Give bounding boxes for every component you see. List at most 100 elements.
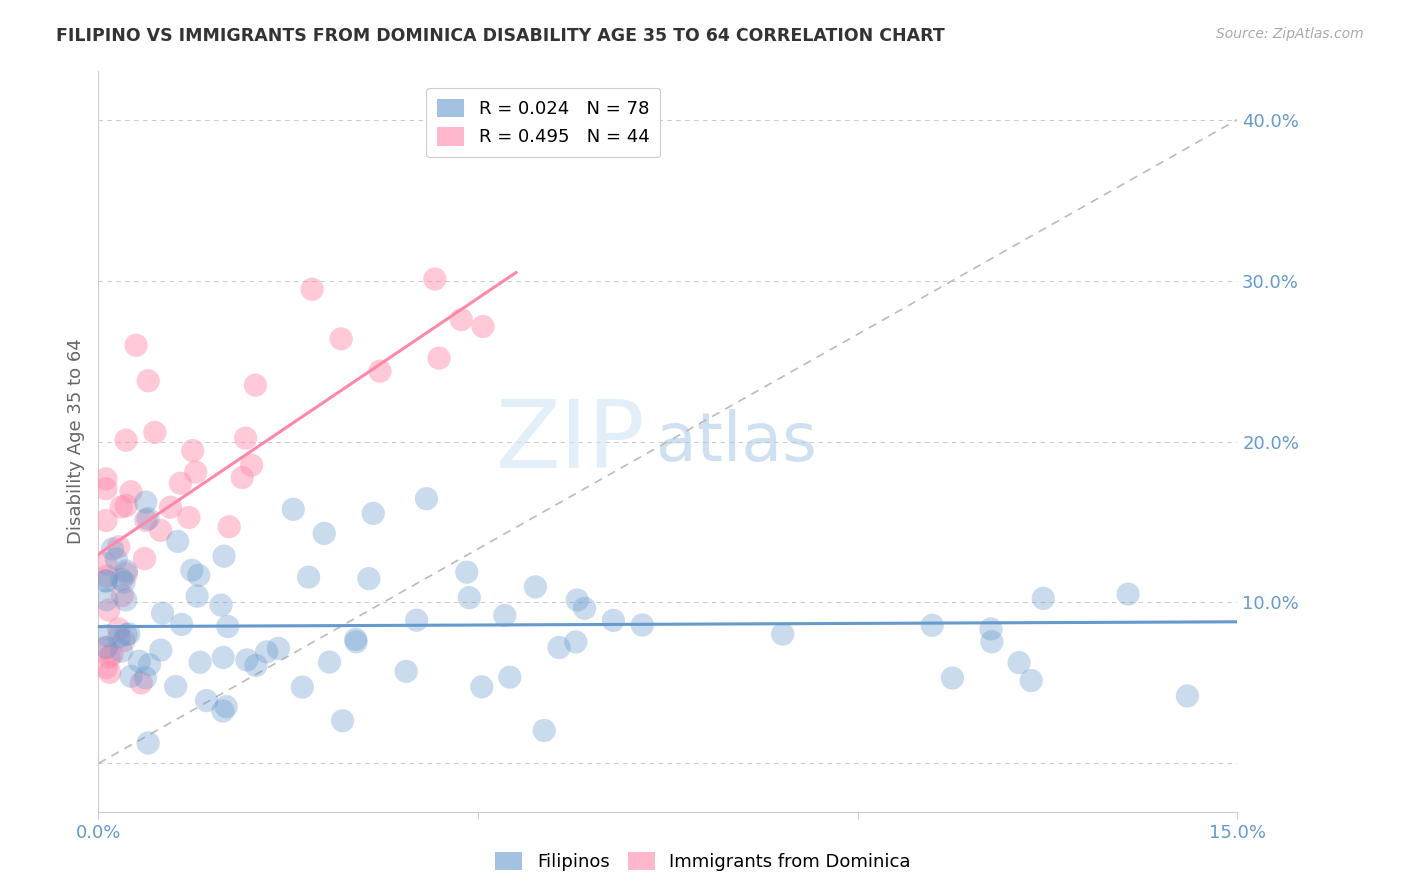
Point [456, 565, 478, 579]
Point [94, 574, 117, 588]
Point [94, 472, 117, 486]
Point [134, 551, 156, 566]
Point [101, 541, 124, 556]
Point [94, 557, 117, 571]
Point [169, 476, 191, 491]
Point [98, 650, 121, 665]
Point [110, 500, 132, 514]
Point [165, 680, 187, 694]
Point [980, 622, 1002, 636]
Point [368, 364, 391, 378]
Point [921, 618, 943, 632]
Point [212, 549, 235, 564]
Point [297, 570, 319, 584]
Point [115, 499, 138, 513]
Point [1032, 591, 1054, 606]
Point [357, 572, 380, 586]
Point [96, 592, 118, 607]
Point [212, 704, 235, 718]
Point [236, 653, 259, 667]
Point [195, 693, 218, 707]
Point [128, 654, 150, 668]
Text: atlas: atlas [657, 409, 817, 475]
Point [138, 657, 160, 672]
Point [108, 630, 131, 644]
Legend: Filipinos, Immigrants from Dominica: Filipinos, Immigrants from Dominica [488, 845, 918, 879]
Point [107, 622, 129, 636]
Point [115, 593, 138, 607]
Point [94, 640, 117, 655]
Point [152, 606, 174, 620]
Point [107, 540, 129, 554]
Point [565, 635, 588, 649]
Point [101, 648, 124, 662]
Point [136, 374, 159, 388]
Point [111, 589, 134, 603]
Point [94, 574, 117, 589]
Point [245, 658, 267, 673]
Point [115, 628, 138, 642]
Point [567, 593, 589, 607]
Point [1008, 656, 1031, 670]
Point [110, 644, 132, 658]
Point [149, 643, 172, 657]
Point [256, 645, 278, 659]
Point [112, 575, 135, 590]
Point [533, 723, 555, 738]
Point [941, 671, 963, 685]
Point [94, 514, 117, 528]
Point [548, 640, 571, 655]
Point [120, 669, 142, 683]
Point [1019, 673, 1042, 688]
Legend: R = 0.024   N = 78, R = 0.495   N = 44: R = 0.024 N = 78, R = 0.495 N = 44 [426, 87, 661, 157]
Point [332, 714, 354, 728]
Point [97, 603, 120, 617]
Point [240, 458, 263, 472]
Point [494, 608, 516, 623]
Y-axis label: Disability Age 35 to 64: Disability Age 35 to 64 [66, 339, 84, 544]
Point [96, 569, 118, 583]
Point [98, 665, 121, 680]
Point [209, 598, 232, 612]
Point [1116, 587, 1139, 601]
Point [105, 552, 128, 566]
Point [471, 680, 494, 694]
Point [344, 635, 367, 649]
Point [267, 641, 290, 656]
Point [318, 655, 340, 669]
Point [159, 500, 181, 515]
Text: Source: ZipAtlas.com: Source: ZipAtlas.com [1216, 27, 1364, 41]
Point [170, 617, 193, 632]
Point [217, 619, 239, 633]
Point [184, 465, 207, 479]
Point [166, 534, 188, 549]
Point [574, 601, 596, 615]
Point [136, 511, 159, 525]
Point [283, 502, 305, 516]
Point [405, 613, 427, 627]
Point [314, 526, 336, 541]
Point [218, 519, 240, 533]
Point [524, 580, 547, 594]
Point [344, 632, 367, 647]
Point [96, 660, 118, 674]
Point [631, 618, 654, 632]
Point [450, 312, 472, 326]
Point [458, 591, 481, 605]
Point [112, 633, 135, 648]
Point [177, 510, 200, 524]
Point [301, 282, 323, 296]
Point [135, 513, 157, 527]
Point [423, 272, 446, 286]
Point [149, 524, 172, 538]
Point [361, 507, 384, 521]
Point [134, 671, 156, 685]
Point [135, 495, 157, 509]
Point [231, 470, 253, 484]
Point [1177, 689, 1199, 703]
Point [120, 484, 142, 499]
Point [980, 634, 1002, 648]
Point [330, 332, 353, 346]
Point [187, 568, 209, 582]
Point [143, 425, 166, 440]
